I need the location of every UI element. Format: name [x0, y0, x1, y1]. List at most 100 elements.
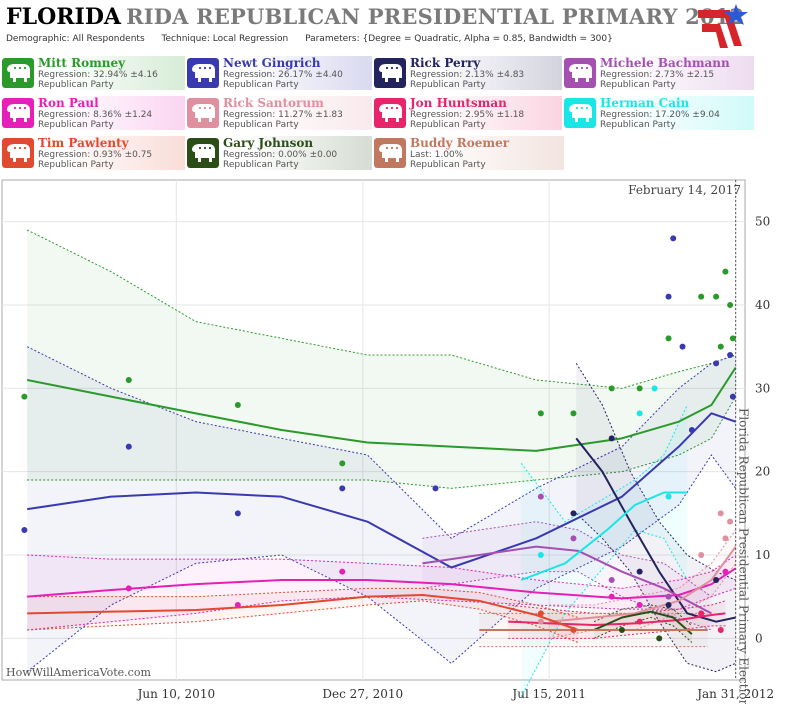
- legend-item-tim-pawlenty[interactable]: Tim Pawlenty Regression: 0.93% ±0.75 Repub…: [0, 136, 192, 170]
- legend-party: Republican Party: [600, 80, 676, 90]
- data-point-ron-paul: [125, 585, 132, 592]
- elephant-icon: [374, 58, 406, 88]
- data-point-michele-bachmann: [608, 577, 615, 583]
- legend-item-mitt-romney[interactable]: Mitt Romney Regression: 32.94% ±4.16 Repub…: [0, 56, 192, 90]
- data-point-mitt-romney: [717, 343, 724, 350]
- event-label: Florida Republican Presidential Primary …: [737, 408, 751, 704]
- legend-item-ron-paul[interactable]: Ron Paul Regression: 8.36% ±1.24 Republica…: [0, 96, 192, 130]
- data-point-mitt-romney: [713, 293, 720, 300]
- lower-bound-herman-cain: [520, 529, 688, 697]
- candidate-legend: Mitt Romney Regression: 32.94% ±4.16 Repub…: [0, 56, 789, 176]
- page-title: FLORIDA RIDA REPUBLICAN PRESIDENTIAL PRI…: [6, 4, 744, 30]
- data-point-gary-johnson: [618, 627, 625, 633]
- lower-bound-mitt-romney: [27, 396, 737, 489]
- series-line-ron-paul: [27, 567, 737, 600]
- legend-item-herman-cain[interactable]: Herman Cain Regression: 17.20% ±9.04 Repub…: [562, 96, 754, 130]
- data-point-rick-perry: [713, 577, 720, 583]
- legend-party: Republican Party: [38, 160, 114, 170]
- chart-container: 0 10 20 30 40 50 Jun 10, 2010 Dec 27, 2010 Jul 1…: [0, 178, 789, 704]
- data-point-tim-pawlenty: [537, 610, 544, 617]
- legend-regression: Regression: 11.27% ±1.83: [223, 110, 343, 120]
- data-point-ron-paul: [608, 593, 615, 600]
- legend-item-buddy-roemer[interactable]: Buddy Roemer Last: 1.00% Republican Party: [372, 136, 564, 170]
- parameters-value: {Degree = Quadratic, Alpha = 0.85, Bandw…: [362, 34, 613, 44]
- upper-bound-michele-bachmann: [422, 521, 712, 598]
- upper-bound-tim-pawlenty: [27, 587, 579, 618]
- data-point-newt-gingrich: [21, 527, 28, 533]
- series-line-tim-pawlenty: [27, 594, 579, 631]
- data-point-newt-gingrich: [670, 235, 677, 242]
- legend-item-rick-santorum[interactable]: Rick Santorum Regression: 11.27% ±1.83 Rep…: [185, 96, 377, 130]
- legend-name: Rick Santorum: [223, 96, 324, 110]
- elephant-icon: [2, 98, 34, 128]
- y-tick-label: 10: [755, 548, 770, 562]
- legend-name: Tim Pawlenty: [38, 136, 129, 150]
- data-point-michele-bachmann: [537, 493, 544, 500]
- data-point-mitt-romney: [125, 377, 132, 383]
- title-state: FLORIDA: [6, 4, 121, 30]
- band-herman-cain: [521, 405, 688, 697]
- elephant-icon: [187, 58, 219, 88]
- data-point-ron-paul: [234, 602, 241, 608]
- series-line-rick-perry: [575, 437, 736, 623]
- data-point-rick-perry: [570, 510, 577, 517]
- data-point-rick-santorum: [717, 510, 724, 517]
- x-tick-label: Jan 31, 2012: [695, 687, 774, 701]
- legend-party: Republican Party: [410, 80, 486, 90]
- site-logo-icon[interactable]: [694, 2, 750, 52]
- lower-bound-tim-pawlenty: [27, 600, 579, 643]
- data-point-rick-santorum: [722, 535, 729, 542]
- band-rick-perry: [576, 363, 736, 672]
- elephant-icon: [187, 138, 219, 168]
- legend-item-gary-johnson[interactable]: Gary Johnson Regression: 0.00% ±0.00 Repub…: [185, 136, 377, 170]
- band-tim-pawlenty: [27, 588, 579, 643]
- series-line-mitt-romney: [26, 366, 737, 452]
- data-point-mitt-romney: [608, 385, 615, 392]
- legend-item-rick-perry[interactable]: Rick Perry Regression: 2.13% ±4.83 Republi…: [372, 56, 564, 90]
- legend-name: Buddy Roemer: [410, 136, 510, 150]
- legend-name: Ron Paul: [38, 96, 99, 110]
- parameters-label: Parameters:: [305, 34, 360, 44]
- legend-item-jon-huntsman[interactable]: Jon Huntsman Regression: 2.95% ±1.18 Repub…: [372, 96, 564, 130]
- legend-regression: Regression: 2.73% ±2.15: [600, 70, 715, 80]
- series-line-rick-santorum: [549, 546, 737, 623]
- technique-value: Local Regression: [212, 34, 289, 44]
- data-point-mitt-romney: [698, 293, 705, 300]
- elephant-icon: [564, 98, 596, 128]
- x-tick-label: Jun 10, 2010: [136, 687, 216, 701]
- x-tick-label: Jul 15, 2011: [510, 687, 586, 701]
- data-point-mitt-romney: [665, 335, 672, 342]
- elephant-icon: [2, 58, 34, 88]
- legend-regression: Regression: 8.36% ±1.24: [38, 110, 153, 120]
- parameters-row: Demographic: All Respondents Technique: …: [6, 34, 627, 44]
- data-point-michele-bachmann: [665, 593, 672, 600]
- title-rest: RIDA REPUBLICAN PRESIDENTIAL PRIMARY 201…: [126, 4, 745, 29]
- upper-bound-rick-santorum: [549, 529, 737, 606]
- data-point-herman-cain: [665, 493, 672, 500]
- legend-regression: Regression: 0.93% ±0.75: [38, 150, 153, 160]
- elephant-icon: [374, 98, 406, 128]
- data-point-rick-perry: [665, 602, 672, 608]
- legend-party: Republican Party: [38, 120, 114, 130]
- series-line-michele-bachmann: [422, 545, 712, 615]
- y-tick-label: 0: [755, 631, 763, 645]
- data-point-newt-gingrich: [688, 427, 695, 433]
- elephant-icon: [187, 98, 219, 128]
- data-point-newt-gingrich: [727, 352, 734, 358]
- legend-regression: Regression: 2.13% ±4.83: [410, 70, 525, 80]
- elephant-icon: [2, 138, 34, 168]
- data-point-mitt-romney: [729, 335, 736, 342]
- legend-item-michele-bachmann[interactable]: Michele Bachmann Regression: 2.73% ±2.15 R…: [562, 56, 754, 90]
- legend-item-newt-gingrich[interactable]: Newt Gingrich Regression: 26.17% ±4.40 Rep…: [185, 56, 377, 90]
- legend-regression: Last: 1.00%: [410, 150, 464, 160]
- regression-chart: 0 10 20 30 40 50 Jun 10, 2010 Dec 27, 2010 Jul 1…: [1, 179, 774, 704]
- upper-bound-herman-cain: [520, 404, 688, 523]
- legend-name: Jon Huntsman: [410, 96, 507, 110]
- watermark: HowWillAmericaVote.com: [6, 666, 151, 679]
- data-point-newt-gingrich: [729, 393, 736, 400]
- data-point-ron-paul: [339, 568, 346, 575]
- legend-regression: Regression: 32.94% ±4.16: [38, 70, 158, 80]
- legend-name: Newt Gingrich: [223, 56, 321, 70]
- data-point-mitt-romney: [722, 268, 729, 275]
- legend-party: Republican Party: [410, 160, 486, 170]
